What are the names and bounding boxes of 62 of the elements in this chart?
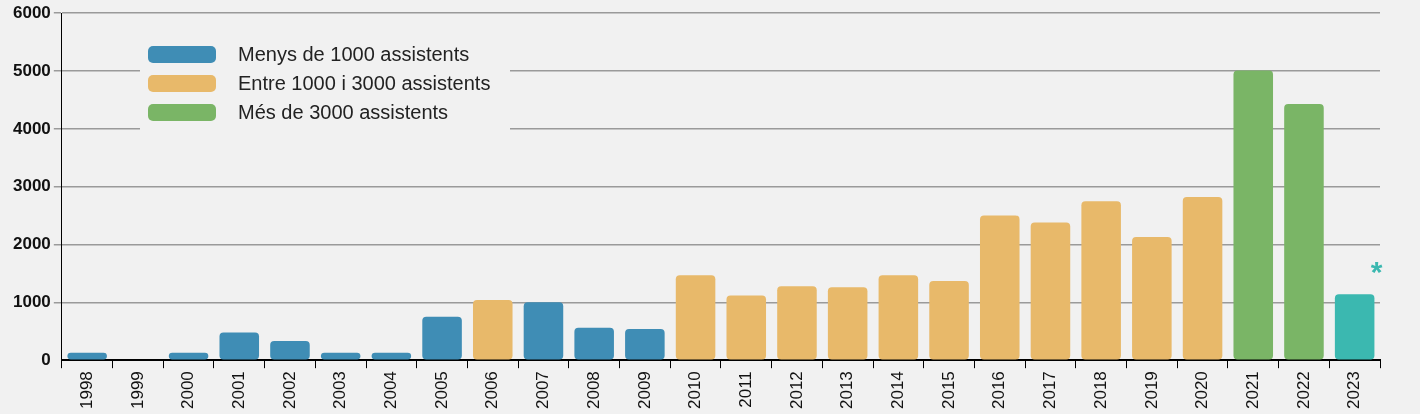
x-tick-label: 2023 [1344, 371, 1364, 410]
bar [777, 286, 817, 360]
bar [827, 287, 868, 360]
x-tick-label: 2011 [735, 371, 755, 408]
x-tick-label: 2022 [1293, 371, 1313, 410]
bar [625, 328, 665, 360]
bar [422, 316, 462, 360]
bar [1081, 201, 1121, 360]
bar [320, 352, 361, 360]
x-tick-label: 2020 [1192, 371, 1212, 410]
x-tick-label: 2013 [837, 371, 857, 410]
y-tick-label: 6000 [12, 2, 51, 22]
bar [878, 275, 919, 360]
bar [1030, 222, 1071, 360]
bar [270, 341, 310, 360]
x-tick-label: 2002 [279, 371, 299, 410]
bar [67, 352, 107, 360]
bar [929, 280, 969, 360]
bar [726, 295, 767, 360]
x-tick-label: 2021 [1242, 371, 1262, 410]
y-tick-label: 1000 [12, 292, 51, 312]
annotation: * [1370, 254, 1383, 288]
bar [219, 332, 260, 360]
x-tick-label: 2008 [583, 371, 603, 410]
x-tick-label: 2009 [634, 371, 654, 410]
bar [979, 215, 1020, 360]
legend-label: Més de 3000 assistents [238, 101, 449, 124]
bar [1334, 294, 1375, 360]
bar [472, 300, 513, 360]
y-tick-label: 0 [41, 349, 51, 369]
x-tick-label: 2018 [1090, 371, 1110, 410]
x-tick-label: 2003 [330, 371, 350, 410]
x-tick-label: 1998 [76, 371, 96, 410]
x-tick-label: 2019 [1141, 371, 1161, 410]
x-tick-label: 2005 [431, 371, 451, 410]
bar [1182, 197, 1223, 360]
x-tick-label: 2010 [685, 371, 705, 410]
y-tick-label: 3000 [12, 176, 51, 196]
bar [1284, 103, 1324, 360]
x-tick-label: 2017 [1040, 371, 1060, 410]
x-tick-label: 2007 [533, 371, 553, 410]
x-tick-label: 2006 [482, 371, 502, 410]
x-tick-label: 2001 [228, 371, 248, 410]
y-tick-label: 5000 [12, 60, 51, 80]
legend-label: Entre 1000 i 3000 assistents [238, 72, 491, 95]
x-tick-label: 2012 [786, 371, 806, 410]
bar [1233, 70, 1274, 360]
x-tick-label: 1999 [127, 371, 147, 410]
bar [371, 352, 412, 360]
x-tick-label: 2015 [938, 371, 958, 410]
legend-label: Menys de 1000 assistents [238, 43, 470, 66]
x-tick-label: 2016 [989, 371, 1009, 410]
x-tick-label: 2004 [381, 371, 401, 410]
bar [574, 327, 614, 360]
bar [675, 275, 716, 360]
x-tick-label: 2014 [888, 371, 908, 410]
bar [523, 302, 564, 360]
x-tick-label: 2000 [178, 371, 198, 410]
bar [168, 352, 209, 360]
y-tick-label: 4000 [12, 118, 51, 138]
bar [1132, 237, 1172, 360]
y-tick-label: 2000 [12, 234, 51, 254]
